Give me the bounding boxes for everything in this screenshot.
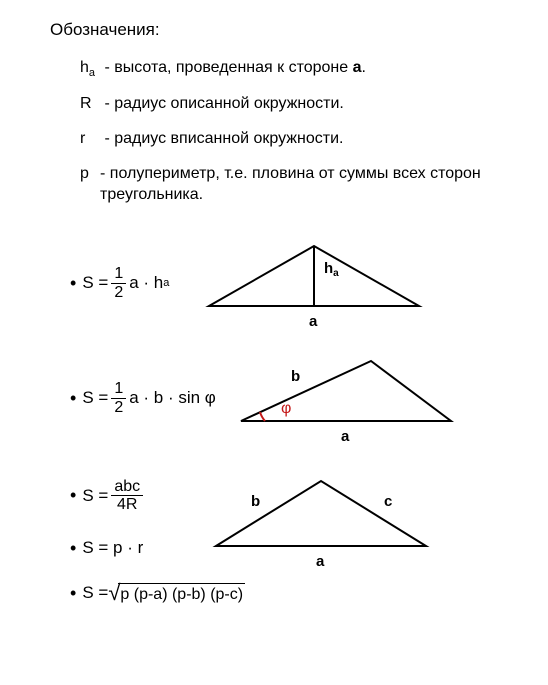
label-b: b bbox=[251, 493, 260, 510]
def-inradius: r - радиус вписанной окружности. bbox=[80, 129, 508, 150]
def-r-symbol: r bbox=[80, 129, 100, 150]
angle-arc bbox=[260, 412, 265, 421]
def-height: ha - высота, проведенная к стороне a. bbox=[80, 58, 508, 80]
square-root: √ p (p-a) (p-b) (p-c) bbox=[108, 583, 245, 604]
formula-5-row: • S = √ p (p-a) (p-b) (p-c) bbox=[70, 583, 508, 604]
def-R-symbol: R bbox=[80, 94, 100, 115]
page-container: Обозначения: ha - высота, проведенная к … bbox=[0, 0, 548, 644]
def-p-symbol: p bbox=[80, 164, 100, 206]
bullet-icon: • bbox=[70, 583, 76, 604]
formula-3-row: • S = abc 4R bbox=[70, 478, 146, 514]
bullet-icon: • bbox=[70, 273, 76, 294]
fraction: 1 2 bbox=[111, 380, 126, 416]
triangle-height-diagram: ha a bbox=[199, 236, 429, 331]
formula-2-row: • S = 1 2 a · b · sin φ φ b a bbox=[70, 351, 508, 446]
label-b: b bbox=[291, 368, 300, 385]
formula-4-row: • S = p · r bbox=[70, 538, 146, 559]
label-a: a bbox=[341, 428, 350, 445]
label-a: a bbox=[316, 553, 325, 570]
formula-sine: S = 1 2 a · b · sin φ bbox=[82, 380, 216, 416]
triangle-sides-diagram: b c a bbox=[206, 466, 436, 571]
triangle-angle-diagram: φ b a bbox=[231, 351, 461, 446]
formulas-section: • S = 1 2 a · ha ha a • bbox=[70, 236, 508, 604]
label-phi: φ bbox=[281, 400, 291, 417]
formula-inradius: S = p · r bbox=[82, 538, 143, 558]
fraction: 1 2 bbox=[111, 265, 126, 301]
formula-1-row: • S = 1 2 a · ha ha a bbox=[70, 236, 508, 331]
formula-circumradius: S = abc 4R bbox=[82, 478, 146, 514]
fraction: abc 4R bbox=[111, 478, 143, 514]
def-height-symbol: ha bbox=[80, 58, 100, 80]
def-circumradius: R - радиус описанной окружности. bbox=[80, 94, 508, 115]
formula-heron: S = √ p (p-a) (p-b) (p-c) bbox=[82, 583, 245, 604]
label-c: c bbox=[384, 493, 392, 510]
label-a: a bbox=[309, 313, 318, 330]
formula-height: S = 1 2 a · ha bbox=[82, 265, 169, 301]
formula-3-4-row: • S = abc 4R • S = p · r bbox=[70, 466, 508, 571]
bullet-icon: • bbox=[70, 485, 76, 506]
label-ha: ha bbox=[324, 260, 339, 279]
def-semiperimeter: p - полупериметр, т.е. пловина от суммы … bbox=[80, 164, 508, 206]
bullet-icon: • bbox=[70, 388, 76, 409]
heading: Обозначения: bbox=[50, 20, 508, 40]
definitions-list: ha - высота, проведенная к стороне a. R … bbox=[80, 58, 508, 206]
bullet-icon: • bbox=[70, 538, 76, 559]
